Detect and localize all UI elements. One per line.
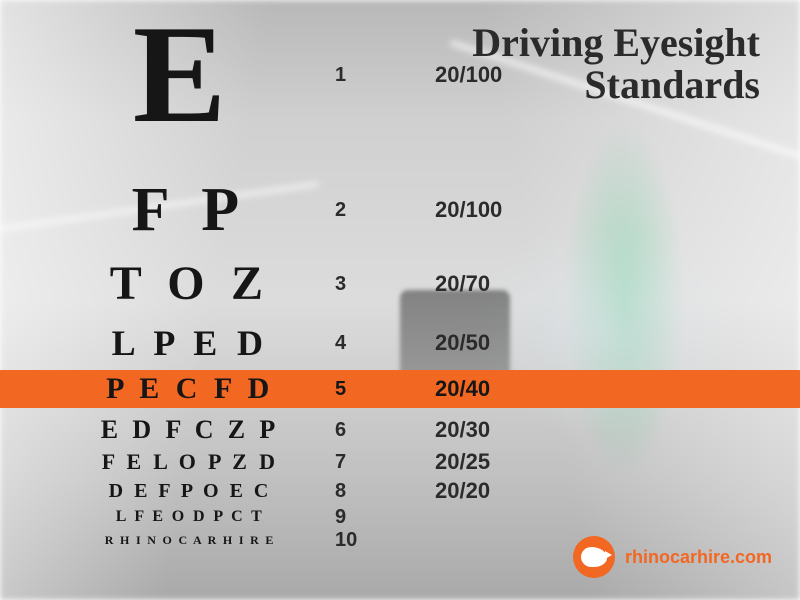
eye-chart-line-number: 2: [335, 178, 346, 242]
eye-chart-letters: L P E D: [70, 322, 310, 364]
eye-chart-row: F E L O P Z D 7 20/25: [0, 448, 800, 476]
eye-chart-row: L P E D 4 20/50: [0, 322, 800, 364]
eye-chart-line-number: 10: [335, 530, 357, 550]
eye-chart-line-number: 3: [335, 258, 346, 310]
eye-chart-row: E D F C Z P 6 20/30: [0, 414, 800, 446]
eye-chart-letters: P E C F D: [65, 370, 315, 408]
brand-footer: rhinocarhire.com: [573, 536, 772, 578]
eye-chart-line-number: 1: [335, 5, 346, 145]
eye-chart-row: L F E O D P C T 9: [0, 506, 800, 528]
eye-chart-row: D E F P O E C 8 20/20: [0, 478, 800, 504]
eye-chart-line-number: 5: [335, 370, 346, 408]
eye-chart-acuity: 20/100: [435, 5, 502, 145]
eye-chart-line-number: 7: [335, 448, 346, 476]
eye-chart-acuity: 20/100: [435, 178, 502, 242]
eye-chart-line-number: 4: [335, 322, 346, 364]
eye-chart-acuity: 20/25: [435, 448, 490, 476]
eye-chart-acuity: 20/70: [435, 258, 490, 310]
eye-chart-line-number: 8: [335, 478, 346, 504]
eye-chart-acuity: 20/50: [435, 322, 490, 364]
rhino-shape-icon: [581, 547, 607, 567]
eye-chart-row: P E C F D 5 20/40: [0, 370, 800, 408]
eye-chart-letters: D E F P O E C: [60, 478, 320, 504]
brand-text: rhinocarhire.com: [625, 547, 772, 568]
eye-chart-letters: L F E O D P C T: [60, 506, 320, 528]
eye-chart-acuity: 20/30: [435, 414, 490, 446]
eye-chart-letters: F P: [85, 178, 295, 242]
eye-chart-acuity: 20/40: [435, 370, 490, 408]
eye-chart-line-number: 6: [335, 414, 346, 446]
eye-chart-line-number: 9: [335, 506, 346, 528]
eye-chart-row: E1 20/100: [0, 5, 800, 145]
eye-chart-letters: F E L O P Z D: [60, 448, 320, 476]
eye-chart-letters: T O Z: [75, 258, 305, 310]
eye-chart-acuity: 20/20: [435, 478, 490, 504]
eye-chart-letters: R H I N O C A R H I R E: [60, 530, 320, 550]
rhino-logo-icon: [573, 536, 615, 578]
eye-chart-row: T O Z 3 20/70: [0, 258, 800, 310]
eye-chart-letters: E D F C Z P: [60, 414, 320, 446]
eye-chart-letters: E: [90, 5, 290, 145]
eye-chart-row: F P 2 20/100: [0, 178, 800, 242]
